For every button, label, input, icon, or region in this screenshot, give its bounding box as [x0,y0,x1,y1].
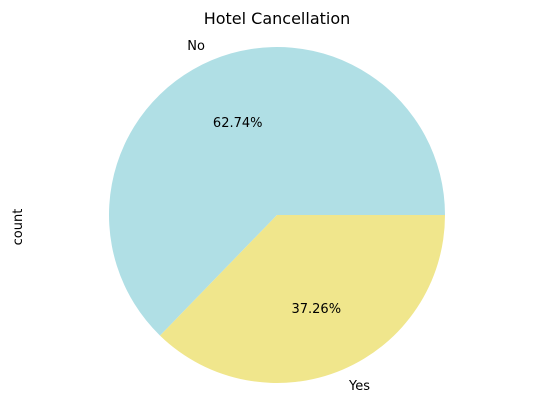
percent-label-no: 62.74% [213,116,263,131]
y-axis-label: count [11,209,26,246]
pie-slice-yes [160,215,445,384]
chart-title: Hotel Cancellation [204,9,351,28]
pie-labels: No 62.74% Yes 37.26% [187,39,370,394]
pie-slices [109,47,446,384]
slice-label-yes: Yes [348,379,370,394]
slice-label-no: No [187,39,205,54]
pie-slice-no [109,47,446,336]
percent-label-yes: 37.26% [291,302,341,317]
